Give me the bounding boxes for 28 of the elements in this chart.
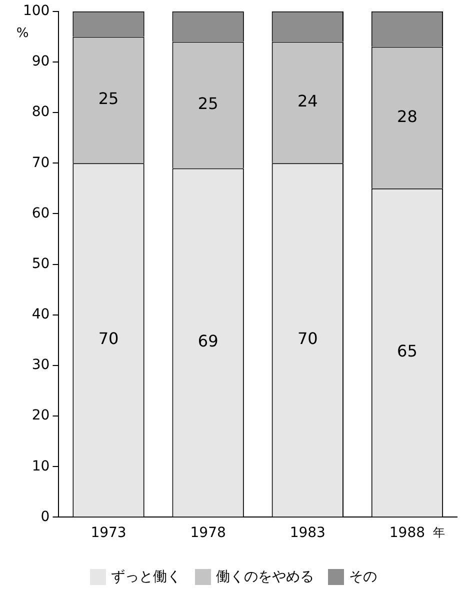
x-tick-label: 1978	[190, 525, 226, 542]
y-tick-label: 0	[40, 508, 50, 525]
data-label: 65	[397, 342, 418, 361]
y-tick-label: 40	[32, 306, 50, 323]
y-tick-label: 10	[32, 458, 50, 474]
legend-label: ずっと働く	[111, 568, 181, 586]
legend-label: その	[349, 568, 377, 586]
y-tick-label: 20	[32, 408, 50, 424]
data-label: 69	[198, 332, 218, 351]
legend-label: 働くのをやめる	[216, 568, 314, 586]
x-tick-label: 1988	[389, 525, 426, 542]
y-tick-label: 60	[32, 205, 50, 222]
data-label: 24	[297, 92, 318, 111]
x-tick-label: 1973	[90, 525, 126, 542]
data-label: 70	[98, 329, 119, 348]
x-axis-title: 年	[433, 525, 446, 540]
y-tick-label: 90	[32, 54, 50, 70]
y-tick-label: 30	[32, 357, 50, 374]
y-tick-label: 100	[22, 3, 50, 20]
y-tick-label: 80	[32, 104, 50, 120]
data-label: 25	[198, 94, 218, 114]
y-axis-title: %	[16, 26, 29, 41]
y-tick-label: 70	[32, 154, 50, 171]
y-tick-label: 50	[32, 256, 50, 272]
data-label: 25	[98, 89, 119, 108]
data-label: 70	[297, 329, 318, 348]
x-tick-label: 1983	[290, 525, 326, 542]
data-label: 28	[397, 106, 418, 126]
